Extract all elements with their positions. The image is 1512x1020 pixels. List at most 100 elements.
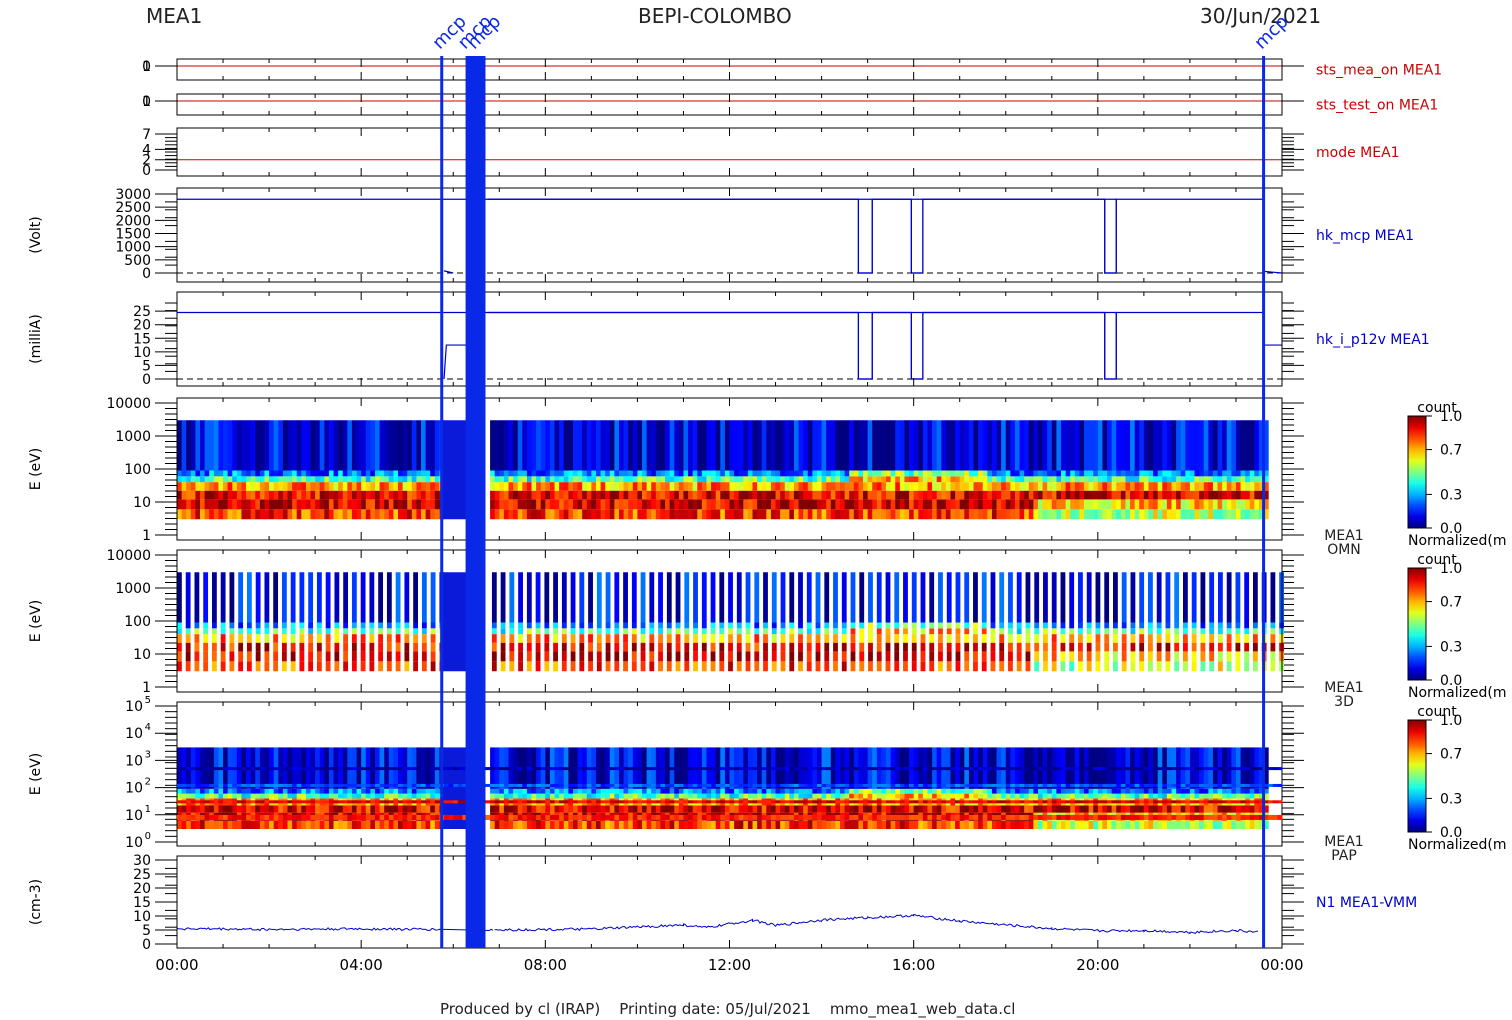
panel-pap-cell	[600, 805, 606, 813]
panel-omn-cell	[241, 509, 247, 520]
panel-pap-cell	[991, 793, 998, 799]
panel-omn-cell	[490, 509, 496, 520]
panel-3d-cell	[273, 628, 279, 635]
panel-omn-cell	[1217, 499, 1223, 510]
panel-pap-cell	[568, 788, 574, 794]
panel-3d-cell	[1069, 622, 1075, 629]
panel-pap-cell	[259, 767, 265, 771]
panel-omn-cell	[1231, 509, 1237, 520]
panel-omn-cell	[747, 499, 754, 510]
panel-3d-cell	[1235, 634, 1241, 643]
panel-3d-cell	[1078, 628, 1083, 635]
panel-pap-cell	[858, 788, 864, 794]
panel-omn-cell	[1111, 476, 1117, 483]
panel-pap-cell	[540, 793, 546, 799]
panel-omn-cell	[605, 509, 611, 520]
panel-hk_i_p12v-series	[443, 344, 468, 380]
panel-omn-cell	[1194, 499, 1200, 510]
panel-3d-cell	[308, 628, 314, 635]
panel-3d-cell	[1025, 651, 1031, 662]
panel-omn-cell	[227, 499, 233, 510]
panel-3d-cell	[1060, 628, 1066, 635]
panel-3d-cell	[824, 642, 830, 652]
panel-pap-cell	[540, 788, 546, 794]
panel-3d-cell	[1183, 628, 1188, 635]
panel-omn-cell	[881, 490, 887, 500]
panel-3d-cell	[1095, 572, 1101, 623]
panel-pap-cell	[269, 805, 275, 813]
panel-omn-cell	[190, 470, 196, 477]
panel-omn-cell	[747, 470, 754, 477]
panel-omn-cell	[853, 482, 859, 491]
panel-omn-cell	[941, 490, 947, 500]
panel-omn-cell	[632, 476, 638, 483]
panel-omn-cell	[1001, 490, 1007, 500]
panel-pap-cell	[1189, 820, 1196, 830]
panel-pap-cell	[655, 820, 661, 830]
panel-omn-cell	[282, 470, 288, 477]
panel-3d-cell	[1252, 572, 1258, 623]
panel-omn-cell	[545, 499, 551, 510]
panel-pap-cell	[407, 767, 413, 771]
panel-omn-cell	[503, 499, 509, 510]
panel-pap-cell	[840, 793, 846, 799]
panel-omn-cell	[577, 476, 583, 483]
panel-omn-cell	[720, 470, 726, 477]
panel-omn-cell	[803, 470, 809, 477]
panel-omn-cell	[181, 499, 187, 510]
panel-pap-cell	[296, 788, 302, 794]
panel-3d-cell	[325, 572, 331, 623]
panel-pap-cell	[1024, 805, 1030, 813]
panel-omn-cell	[1217, 420, 1223, 471]
panel-pap-cell	[1084, 820, 1090, 830]
panel-pap-cell	[936, 788, 942, 794]
panel-omn-cell	[315, 420, 321, 471]
panel-omn-cell	[1130, 482, 1136, 491]
panel-omn-cell	[982, 476, 988, 483]
panel-omn-cell	[1189, 490, 1196, 500]
panel-3d-cell	[1174, 628, 1180, 635]
colorbar-pap-tick-label: 0.7	[1440, 747, 1462, 763]
panel-3d-cell	[351, 634, 357, 643]
panel-omn-cell	[1056, 470, 1062, 477]
panel-3d-cell	[1156, 628, 1162, 635]
panel-omn-cell	[895, 490, 901, 500]
panel-omn-cell	[351, 482, 358, 491]
panel-omn-cell	[844, 476, 850, 483]
panel-pap-cell	[619, 820, 625, 830]
panel-pap-cell	[503, 788, 509, 794]
panel-omn-cell	[1203, 499, 1209, 510]
panel-pap-cell	[863, 805, 869, 813]
panel-omn-cell	[1134, 476, 1140, 483]
panel-3d-cell	[316, 651, 322, 662]
panel-omn-cell	[1074, 470, 1080, 477]
panel-pap-cell	[370, 793, 376, 799]
panel-pap-cell	[232, 788, 238, 794]
panel-3d-cell	[395, 651, 401, 662]
panel-omn-cell	[1153, 420, 1159, 471]
panel-omn-cell	[1019, 509, 1025, 520]
panel-omn-cell	[1074, 420, 1080, 471]
panel-pap-cell	[365, 767, 371, 771]
panel-omn-cell	[637, 420, 643, 471]
panel-omn-cell	[1028, 476, 1034, 483]
panel-omn-cell	[1074, 482, 1080, 491]
panel-pap-cell	[991, 805, 998, 813]
panel-pap-cell	[1097, 793, 1103, 799]
panel-pap-cell	[1171, 788, 1177, 794]
panel-omn-cell	[922, 499, 928, 510]
panel-omn-cell	[1231, 470, 1237, 477]
panel-omn-cell	[1222, 470, 1228, 477]
panel-omn-cell	[909, 476, 915, 483]
panel-hk_mcp-label: hk_mcp MEA1	[1316, 228, 1414, 244]
panel-omn-cell	[1217, 482, 1223, 491]
panel-pap-cell	[1148, 820, 1154, 830]
panel-pap-cell	[881, 820, 887, 830]
panel-pap-cell	[697, 820, 703, 830]
panel-pap-cell	[614, 805, 620, 813]
panel-pap-cell	[853, 793, 859, 799]
panel-omn-cell	[886, 490, 892, 500]
panel-pap-cell	[595, 793, 602, 799]
panel-omn-tick-label: 10	[133, 495, 151, 511]
panel-3d-cell	[1016, 572, 1022, 623]
